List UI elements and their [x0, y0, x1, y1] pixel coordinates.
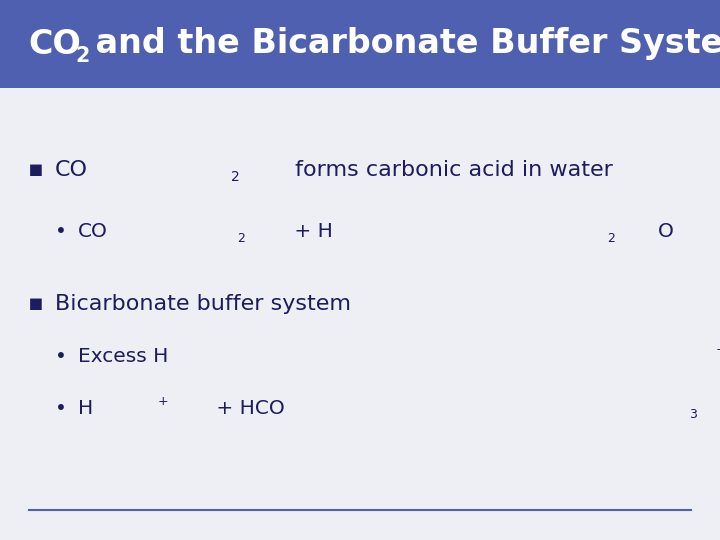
Text: Bicarbonate buffer system: Bicarbonate buffer system: [55, 294, 351, 314]
Text: CO: CO: [78, 222, 108, 241]
Text: Excess H: Excess H: [78, 347, 168, 366]
Text: •: •: [55, 347, 67, 366]
Text: 2: 2: [607, 232, 615, 245]
Text: CO: CO: [28, 28, 81, 60]
Text: H: H: [78, 399, 94, 417]
Text: +: +: [158, 395, 168, 408]
Text: 2: 2: [238, 232, 246, 245]
Text: CO: CO: [55, 160, 88, 180]
Bar: [0, 0, 720, 88]
Text: ▪: ▪: [28, 159, 44, 181]
Text: •: •: [55, 222, 67, 241]
Text: 2: 2: [231, 170, 240, 184]
Text: O: O: [657, 222, 673, 241]
Text: forms carbonic acid in water: forms carbonic acid in water: [287, 160, 613, 180]
Text: + H: + H: [288, 222, 333, 241]
Text: ▪: ▪: [28, 293, 44, 315]
Text: 3: 3: [689, 408, 696, 421]
Text: •: •: [55, 399, 67, 417]
Text: and the Bicarbonate Buffer System: and the Bicarbonate Buffer System: [84, 28, 720, 60]
Text: +: +: [716, 343, 720, 356]
Text: 2: 2: [75, 45, 89, 65]
Text: + HCO: + HCO: [210, 399, 285, 417]
